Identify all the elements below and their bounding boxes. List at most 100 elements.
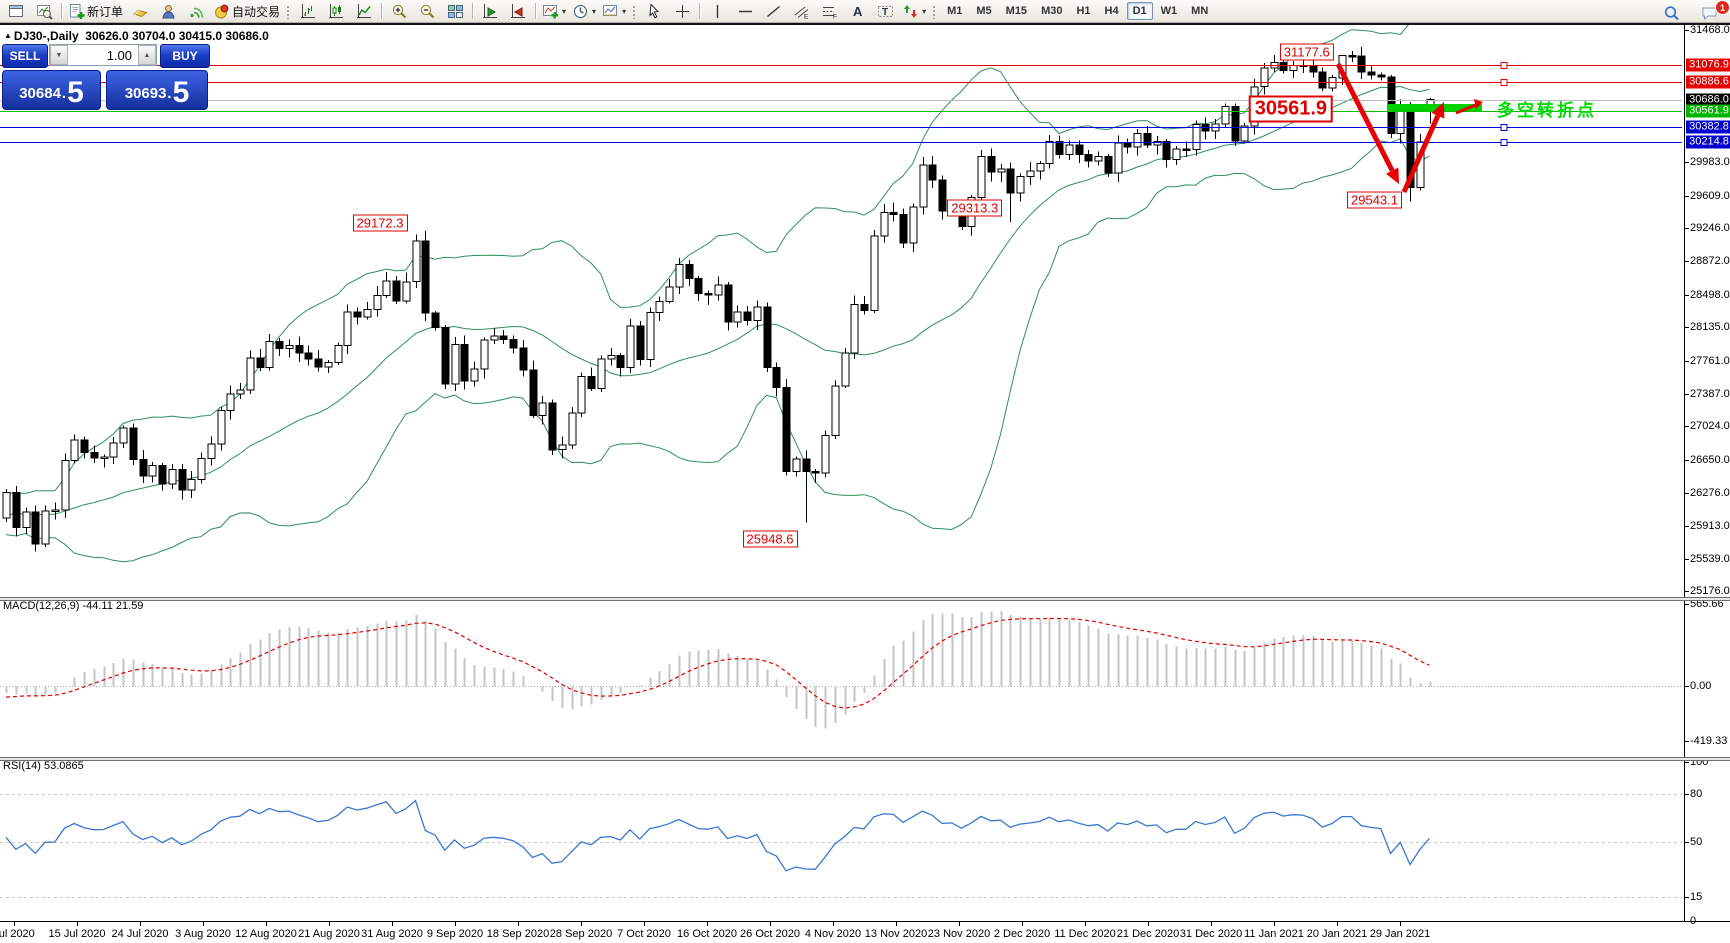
rsi-axis-tick: 50: [1690, 835, 1703, 848]
fibonacci-button[interactable]: F: [815, 0, 843, 22]
text-icon: A: [849, 3, 866, 20]
crosshair-button[interactable]: [668, 0, 696, 22]
time-axis-label: Jul 2020: [0, 928, 35, 940]
periods-icon: [572, 3, 589, 20]
buy-button[interactable]: BUY: [160, 44, 210, 68]
timeframe-m15-button[interactable]: M15: [1005, 5, 1028, 17]
periods-button[interactable]: ▾: [569, 0, 599, 22]
chart-window-top-border: [0, 23, 1730, 25]
sell-price-display[interactable]: 30684. 5: [2, 70, 101, 110]
time-axis-label: 29 Jan 2021: [1369, 928, 1431, 940]
gold-button[interactable]: [126, 0, 154, 22]
timeframe-m1-button[interactable]: M1: [947, 5, 963, 17]
time-axis-border: [0, 921, 1730, 922]
toolbar-grip: [932, 3, 938, 19]
time-axis-label: 21 Dec 2020: [1116, 928, 1180, 940]
timeframe-h1-button[interactable]: H1: [1076, 5, 1091, 17]
horizontal-line-button[interactable]: [731, 0, 759, 22]
price-callout[interactable]: 31177.6: [1279, 43, 1334, 61]
text-button[interactable]: A: [843, 0, 871, 22]
notifications-button[interactable]: 1: [1695, 0, 1730, 24]
time-axis-label: 28 Sep 2020: [549, 928, 613, 940]
arrows-button[interactable]: ▾: [899, 0, 929, 22]
price-callout[interactable]: 29543.1: [1347, 191, 1402, 209]
toolbar-separator: [535, 3, 537, 19]
timeframe-m5-button[interactable]: M5: [976, 5, 992, 17]
buy-price-pips: 5: [172, 76, 190, 109]
profile-preview-button[interactable]: [30, 0, 58, 22]
indicators-icon: [542, 3, 559, 20]
price-axis-tick: 29246.0: [1690, 222, 1730, 235]
crosshair-icon: [674, 3, 691, 20]
mql-icon: [160, 3, 177, 20]
toolbar-grip: [286, 3, 292, 19]
price-callout[interactable]: 30561.9: [1248, 95, 1333, 123]
timeframe-h4-button[interactable]: H4: [1104, 5, 1119, 17]
macd-axis-tick: -419.33: [1690, 735, 1728, 748]
tile-windows-button[interactable]: [441, 0, 469, 22]
time-axis-label: 31 Aug 2020: [361, 928, 423, 940]
chart-marker-icon: ▲: [4, 31, 12, 40]
timeframe-m30-button[interactable]: M30: [1041, 5, 1063, 17]
timeframe-w1-button[interactable]: W1: [1160, 5, 1178, 17]
pane-separator[interactable]: [0, 757, 1730, 761]
signals-button[interactable]: [182, 0, 210, 22]
time-axis-label: 15 Jul 2020: [48, 928, 106, 940]
auto-trading-button[interactable]: 自动交易: [210, 0, 283, 22]
timeframe-d1-button[interactable]: D1: [1126, 2, 1153, 20]
toolbar-separator: [699, 3, 701, 19]
volume-value[interactable]: 1.00: [106, 47, 132, 63]
pane-separator[interactable]: [0, 597, 1730, 601]
template-icon: [602, 3, 619, 20]
price-level-label: 30382.8: [1686, 120, 1730, 134]
equidistant-channel-button[interactable]: E: [787, 0, 815, 22]
buy-price-dot: .: [167, 85, 172, 102]
timeframe-mn-button[interactable]: MN: [1191, 5, 1209, 17]
trendline-button[interactable]: [759, 0, 787, 22]
price-level-label: 31076.9: [1686, 58, 1730, 72]
volume-spinner: ▼ 1.00 ▲: [49, 44, 157, 66]
sell-button[interactable]: SELL: [2, 44, 48, 68]
indicators-button[interactable]: ▾: [539, 0, 569, 22]
turning-point-annotation[interactable]: 多空转折点: [1497, 101, 1597, 120]
time-axis-label: 18 Sep 2020: [486, 928, 550, 940]
chart-shift-button[interactable]: [504, 0, 532, 22]
price-callout[interactable]: 29172.3: [352, 214, 408, 232]
cursor-button[interactable]: [640, 0, 668, 22]
linechart-icon: [356, 3, 373, 20]
zoom-out-button[interactable]: [413, 0, 441, 22]
new-order-button[interactable]: 新订单: [65, 0, 126, 22]
charts-window-button[interactable]: [2, 0, 30, 22]
chart-title: ▲ DJ30-,Daily 30626.0 30704.0 30415.0 306…: [4, 29, 269, 43]
trendline-icon: [765, 3, 782, 20]
toolbar-right-cluster: 1: [1657, 0, 1730, 24]
time-axis-label: 4 Nov 2020: [804, 928, 862, 940]
text-label-button[interactable]: T: [871, 0, 899, 22]
time-axis-label: 3 Aug 2020: [175, 928, 231, 940]
one-click-trading-panel: SELL ▼ 1.00 ▲ BUY 30684. 5 30693. 5: [2, 44, 210, 110]
volume-decrease-button[interactable]: ▼: [50, 45, 68, 65]
toolbar: 新订单 自动交易 ▾ ▾ ▾ E F A T ▾ M1 M5 M15 M30 H1 H4 D1 W1 MN 1: [0, 0, 1730, 23]
bar-chart-button[interactable]: [294, 0, 322, 22]
time-axis-label: 9 Sep 2020: [426, 928, 484, 940]
auto-scroll-button[interactable]: [476, 0, 504, 22]
time-axis-label: 13 Nov 2020: [864, 928, 928, 940]
search-button[interactable]: [1657, 2, 1685, 24]
volume-increase-button[interactable]: ▲: [138, 45, 156, 65]
mql-editor-button[interactable]: [154, 0, 182, 22]
candle-chart-button[interactable]: [322, 0, 350, 22]
zoom-in-button[interactable]: [385, 0, 413, 22]
vertical-line-button[interactable]: [703, 0, 731, 22]
line-chart-button[interactable]: [350, 0, 378, 22]
price-callout[interactable]: 25948.6: [742, 530, 798, 547]
gold-icon: [132, 3, 149, 20]
toolbar-separator: [61, 3, 62, 19]
rsi-axis-tick: 80: [1690, 787, 1703, 800]
main-price-pane: [0, 25, 1682, 563]
rsi-axis-tick: 15: [1690, 891, 1703, 904]
templates-button[interactable]: ▾: [599, 0, 629, 22]
price-level-label: 30561.9: [1686, 104, 1730, 118]
price-callout[interactable]: 29313.3: [947, 199, 1003, 217]
buy-price-display[interactable]: 30693. 5: [106, 70, 208, 110]
